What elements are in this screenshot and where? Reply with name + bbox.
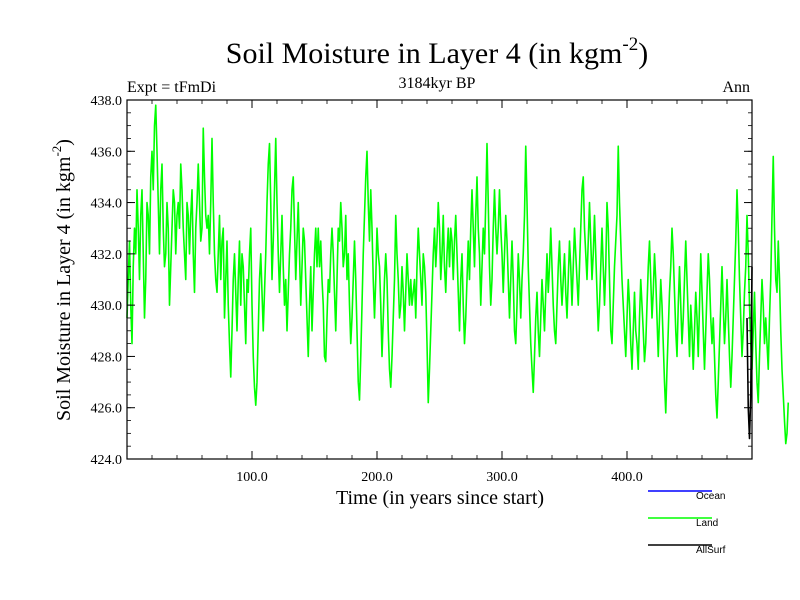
y-axis-label: Soil Moisture in Layer 4 (in kgm-2)	[49, 139, 75, 421]
x-tick-label: 400.0	[611, 470, 643, 485]
series-line-land	[126, 104, 790, 445]
x-tick-label: 200.0	[361, 470, 393, 485]
legend: Ocean Land AllSurf	[648, 490, 726, 556]
x-tick-label: 100.0	[236, 470, 268, 485]
y-tick-label: 426.0	[91, 402, 123, 417]
y-tick-label: 436.0	[91, 145, 123, 160]
y-tick-label: 424.0	[91, 453, 123, 468]
subtitle-experiment: Expt = tFmDi	[127, 79, 217, 96]
legend-label-land: Land	[696, 518, 718, 529]
series-line-allsurf	[746, 266, 753, 440]
y-tick-label: 434.0	[91, 197, 123, 212]
y-tick-label: 438.0	[91, 94, 123, 109]
x-tick-label: 300.0	[486, 470, 518, 485]
legend-label-ocean: Ocean	[696, 491, 725, 502]
series-layer	[126, 104, 790, 445]
subtitle-season: Ann	[722, 79, 750, 96]
y-tick-label: 430.0	[91, 299, 123, 314]
y-tick-label: 428.0	[91, 350, 123, 365]
chart-title: Soil Moisture in Layer 4 (in kgm-2)	[226, 34, 648, 70]
axes-layer: 424.0 426.0 428.0 430.0 432.0 434.0 436.0 438.0…	[91, 94, 753, 485]
subtitle-period: 3184kyr BP	[399, 75, 476, 92]
y-tick-label: 432.0	[91, 248, 123, 263]
legend-label-allsurf: AllSurf	[696, 545, 726, 556]
x-axis-label: Time (in years since start)	[336, 487, 544, 509]
